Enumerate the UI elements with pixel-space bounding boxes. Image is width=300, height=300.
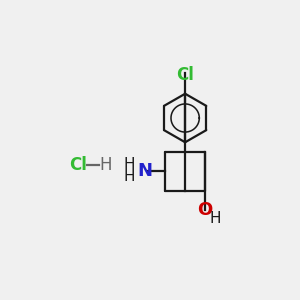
Text: H: H: [100, 156, 112, 174]
Text: N: N: [137, 162, 152, 180]
Text: H: H: [124, 169, 135, 184]
Text: H: H: [124, 157, 135, 172]
Text: H: H: [210, 211, 221, 226]
Text: O: O: [197, 201, 212, 219]
Text: Cl: Cl: [69, 156, 87, 174]
Text: Cl: Cl: [176, 66, 194, 84]
